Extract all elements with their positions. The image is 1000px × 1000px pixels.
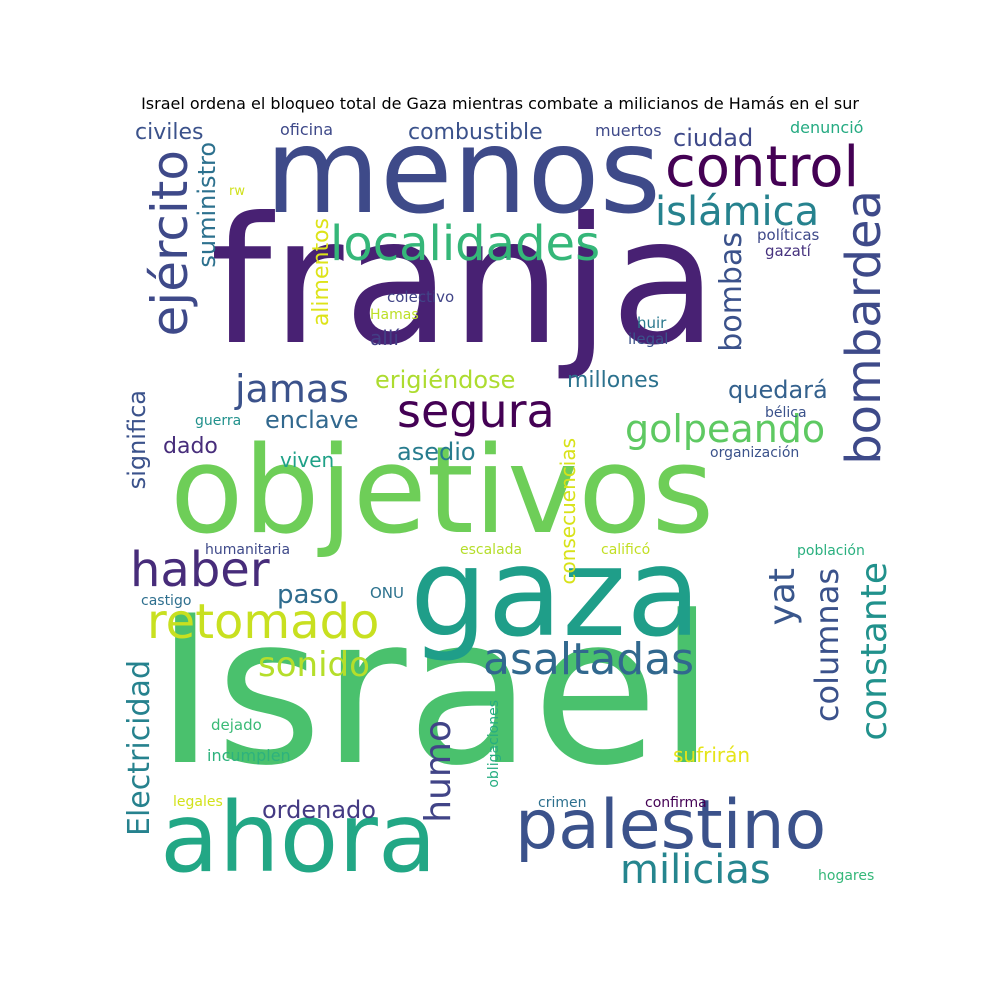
page-title: Israel ordena el bloqueo total de Gaza m… <box>141 94 859 113</box>
word-escalada: escalada <box>460 542 523 558</box>
word-califico: calificó <box>601 542 651 558</box>
word-erigiendose: erigiéndose <box>375 366 516 394</box>
word-millones: millones <box>567 368 660 393</box>
word-humanitaria: humanitaria <box>205 542 291 558</box>
word-bombas: bombas <box>714 232 749 352</box>
word-gazati: gazatí <box>765 242 811 260</box>
word-asaltadas: asaltadas <box>483 634 695 685</box>
word-crimen: crimen <box>538 795 587 811</box>
word-colectivo: colectivo <box>387 288 455 306</box>
word-ilegal: ilegal <box>628 330 669 348</box>
word-guerra: guerra <box>195 413 242 429</box>
word-consecuencias: consecuencias <box>556 438 580 585</box>
word-castigo: castigo <box>141 593 192 609</box>
word-paso: paso <box>277 580 339 610</box>
word-gaza: gaza <box>410 522 702 664</box>
word-muertos: muertos <box>595 121 662 140</box>
word-columnas: columnas <box>808 568 846 723</box>
word-yat: yat <box>762 568 803 626</box>
word-onu: ONU <box>370 584 405 602</box>
word-sufriran: sufrirán <box>673 743 751 767</box>
word-segura: segura <box>397 384 555 438</box>
word-alimentos: alimentos <box>309 218 334 327</box>
word-ciudad: ciudad <box>673 124 754 152</box>
word-hamas: Hamas <box>370 307 419 323</box>
word-bombardea: bombardea <box>836 190 892 465</box>
word-civiles: civiles <box>135 120 204 145</box>
word-legales: legales <box>173 794 223 810</box>
word-haber: haber <box>130 542 270 598</box>
word-electricidad: Electricidad <box>125 660 157 836</box>
word-objetivos: objetivos <box>170 422 715 561</box>
word-obligaciones: obligaciones <box>486 700 502 788</box>
word-palestino: palestino <box>515 786 827 865</box>
word-confirma: confirma <box>645 795 707 811</box>
word-humo: humo <box>418 720 459 823</box>
word-suministro: suministro <box>193 142 221 268</box>
word-sonido: sonido <box>258 645 370 685</box>
word-denuncio: denunció <box>790 120 864 137</box>
word-franja: franja <box>210 181 718 384</box>
word-ahora: ahora <box>160 782 437 894</box>
word-organizacion: organización <box>710 445 800 461</box>
word-asedio: asedio <box>397 438 476 466</box>
word-israel: Israel <box>155 573 716 811</box>
word-dado: dado <box>163 434 218 459</box>
word-combustible: combustible <box>408 120 543 145</box>
word-rw: rw <box>229 184 245 199</box>
word-jamas: jamas <box>235 367 349 411</box>
word-dejado: dejado <box>211 716 262 734</box>
word-enclave: enclave <box>265 406 359 434</box>
word-oficina: oficina <box>280 120 334 139</box>
word-localidades: localidades <box>330 216 601 272</box>
word-cloud: Israel franja objetivos menos gaza ahora… <box>125 120 900 895</box>
word-incumplen: incumplen <box>207 746 291 765</box>
word-ejercito: ejército <box>141 150 199 337</box>
word-significa: significa <box>125 390 151 490</box>
word-belica: bélica <box>765 405 807 421</box>
word-constante: constante <box>854 562 895 741</box>
word-politicas: políticas <box>757 226 820 244</box>
word-hogares: hogares <box>818 868 875 884</box>
word-poblacion: población <box>797 543 865 559</box>
word-ordenado: ordenado <box>262 796 376 824</box>
word-alli: allí <box>370 326 399 350</box>
word-huir: huir <box>637 314 667 332</box>
word-islamica: islámica <box>655 189 820 235</box>
word-quedara: quedará <box>728 376 828 404</box>
word-viven: viven <box>280 448 335 472</box>
word-retomado: retomado <box>147 594 380 650</box>
word-milicias: milicias <box>620 847 771 893</box>
word-golpeando: golpeando <box>625 407 826 451</box>
word-menos: menos <box>265 120 662 240</box>
word-control: control <box>665 135 860 200</box>
